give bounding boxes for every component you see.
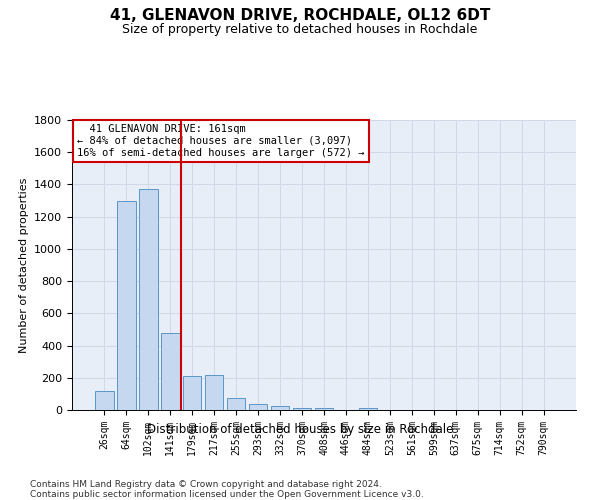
Bar [139, 190, 158, 410]
Bar [183, 376, 202, 410]
Text: Contains public sector information licensed under the Open Government Licence v3: Contains public sector information licen… [30, 490, 424, 499]
Text: Contains HM Land Registry data © Crown copyright and database right 2024.: Contains HM Land Registry data © Crown c… [30, 480, 382, 489]
Bar [95, 390, 113, 410]
Bar [227, 398, 245, 410]
Bar [249, 404, 268, 410]
Bar [271, 406, 289, 410]
Bar [314, 408, 334, 410]
Text: 41 GLENAVON DRIVE: 161sqm
← 84% of detached houses are smaller (3,097)
16% of se: 41 GLENAVON DRIVE: 161sqm ← 84% of detac… [77, 124, 365, 158]
Bar [359, 408, 377, 410]
Bar [205, 374, 223, 410]
Text: 41, GLENAVON DRIVE, ROCHDALE, OL12 6DT: 41, GLENAVON DRIVE, ROCHDALE, OL12 6DT [110, 8, 490, 22]
Bar [161, 332, 179, 410]
Y-axis label: Number of detached properties: Number of detached properties [19, 178, 29, 352]
Bar [117, 200, 136, 410]
Text: Size of property relative to detached houses in Rochdale: Size of property relative to detached ho… [122, 22, 478, 36]
Text: Distribution of detached houses by size in Rochdale: Distribution of detached houses by size … [147, 422, 453, 436]
Bar [293, 408, 311, 410]
